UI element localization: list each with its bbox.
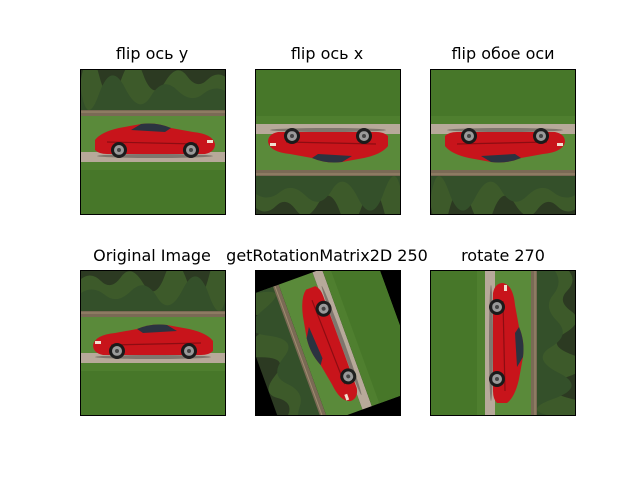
image-frame [430,270,576,416]
image-panel-rotation-matrix [255,270,401,416]
image-panel-flip-x [255,69,401,215]
car-photo-rotated-270 [431,271,575,415]
car-photo-original [81,271,225,415]
image-panel-original [80,270,226,416]
image-frame [80,270,226,416]
car-photo-flipped-horizontal [81,70,225,214]
panel-title-flip-both: flip обое оси [451,44,555,63]
car-photo-flipped-both [431,70,575,214]
image-frame [80,69,226,215]
panel-title-original: Original Image [93,246,211,265]
image-panel-flip-both [430,69,576,215]
image-frame [255,270,401,416]
image-panel-rotate-270 [430,270,576,416]
panel-title-rotate-270: rotate 270 [461,246,545,265]
image-frame [255,69,401,215]
panel-title-flip-y: flip ось y [115,44,189,63]
panel-title-flip-x: flip ось x [290,44,364,63]
image-frame [430,69,576,215]
car-photo-flipped-vertical [256,70,400,214]
image-panel-flip-y [80,69,226,215]
car-photo-rotated-250 [256,271,400,415]
panel-title-rotation-matrix: getRotationMatrix2D 250 [226,246,428,265]
